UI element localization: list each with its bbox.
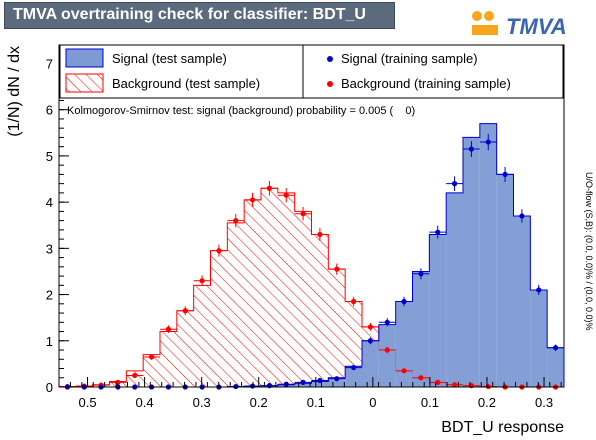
background-train-point: [384, 347, 390, 353]
legend-box-right: [302, 44, 564, 99]
signal-train-point: [451, 181, 458, 187]
background-train-point: [249, 197, 256, 203]
background-train-point: [451, 382, 458, 388]
logo-bar: [472, 25, 498, 35]
signal-train-point: [502, 171, 508, 178]
background-train-point: [350, 298, 357, 305]
signal-test-bar: [479, 123, 497, 387]
background-train-point: [283, 192, 289, 198]
signal-test-bar: [412, 271, 430, 387]
tmva-logo: TMVA: [472, 11, 567, 39]
signal-test-bar: [294, 383, 312, 387]
logo-dot-1: [472, 11, 482, 21]
signal-test-bar: [530, 289, 548, 387]
signal-train-point: [300, 379, 306, 385]
axes: 0.5 0.4 0.3 0.2 0.1 0 0.1 0.2 0.3 0 1 2 3 4 5 6 7: [46, 44, 564, 410]
y-tick-label: 3: [46, 241, 53, 256]
signal-test-bar: [362, 340, 379, 387]
legend-label-background-test: Background (test sample): [112, 76, 260, 91]
y-tick-label: 4: [46, 195, 53, 210]
x-tick-label: 0.5: [78, 395, 96, 410]
x-tick-label: 0.2: [478, 395, 496, 410]
y-tick-label: 2: [46, 288, 53, 303]
signal-train-point: [401, 298, 407, 305]
signal-train-point: [283, 381, 289, 387]
page-title: TMVA overtraining check for classifier: …: [13, 6, 366, 23]
x-tick-label: 0.1: [421, 395, 439, 410]
legend: Signal (test sample) Signal (training sa…: [59, 44, 564, 99]
y-tick-label: 6: [46, 103, 53, 118]
signal-test-bar: [513, 216, 531, 387]
signal-train-point: [334, 376, 340, 382]
background-train-point: [367, 324, 374, 330]
signal-train-point: [485, 139, 491, 145]
y-tick-label: 1: [46, 334, 53, 349]
signal-test-bar: [446, 192, 463, 387]
background-train-point: [300, 211, 306, 217]
signal-train-point: [552, 345, 559, 351]
x-tick-label: 0: [369, 395, 376, 410]
x-tick-label: 0.3: [193, 395, 211, 410]
legend-swatch-signal-test: [65, 48, 104, 68]
legend-marker-background-train: [327, 81, 333, 87]
x-tick-label: 0.1: [307, 395, 325, 410]
y-axis-label: (1/N) dN / dx: [6, 46, 23, 137]
x-tick-label: 0.4: [136, 395, 154, 410]
background-train-point: [115, 379, 121, 385]
signal-train-point: [367, 338, 374, 344]
background-train-point: [233, 218, 239, 224]
signal-test-bar: [429, 234, 447, 387]
x-tick-label: 0.2: [250, 395, 268, 410]
legend-label-signal-test: Signal (test sample): [112, 51, 227, 66]
background-train-point: [216, 248, 222, 254]
logo-dot-2: [484, 11, 494, 21]
legend-label-signal-train: Signal (training sample): [341, 51, 478, 66]
signal-train-point: [468, 146, 475, 152]
legend-swatch-background-test: [65, 73, 104, 93]
y-tick-label: 0: [46, 380, 53, 395]
y-tick-label: 5: [46, 149, 53, 164]
signal-test-bar: [345, 366, 362, 387]
background-train-point: [199, 278, 205, 284]
signal-test-bar: [547, 347, 564, 387]
background-train-point: [418, 375, 424, 381]
signal-train-point: [418, 271, 424, 277]
background-train-point: [334, 266, 340, 272]
signal-test-bar: [463, 137, 480, 387]
x-axis-label: BDT_U response: [441, 419, 564, 436]
signal-train-point: [536, 287, 542, 293]
background-train-point: [148, 354, 155, 360]
signal-train-point: [384, 319, 390, 325]
background-train-point: [435, 379, 441, 385]
signal-train-point: [317, 377, 323, 384]
legend-marker-signal-train: [327, 56, 333, 62]
x-tick-label: 0.3: [535, 395, 553, 410]
signal-test-bar: [395, 301, 413, 387]
background-train-point: [132, 372, 138, 379]
background-train-point: [266, 185, 273, 191]
background-train-point: [401, 368, 407, 374]
background-train-point: [182, 308, 188, 314]
title-bar: TMVA overtraining check for classifier: …: [4, 2, 395, 29]
signal-train-point: [519, 213, 525, 219]
y-tick-label: 7: [46, 56, 53, 71]
signal-test-histogram: [59, 123, 565, 388]
legend-label-background-train: Background (training sample): [341, 76, 511, 91]
overflow-note: U/O-flow (S,B): (0.0, 0.0)% / (0.0, 0.0)…: [584, 172, 594, 331]
signal-train-point: [435, 229, 441, 235]
ks-annotation: Kolmogorov-Smirnov test: signal (backgro…: [67, 105, 415, 117]
signal-test-bar: [496, 174, 514, 387]
background-train-point: [317, 231, 323, 238]
signal-test-bar: [378, 324, 396, 387]
signal-test-bar: [311, 381, 329, 387]
signal-test-bar: [328, 377, 346, 387]
background-train-point: [165, 326, 172, 332]
signal-train-point: [350, 364, 357, 371]
logo-text: TMVA: [506, 14, 567, 39]
